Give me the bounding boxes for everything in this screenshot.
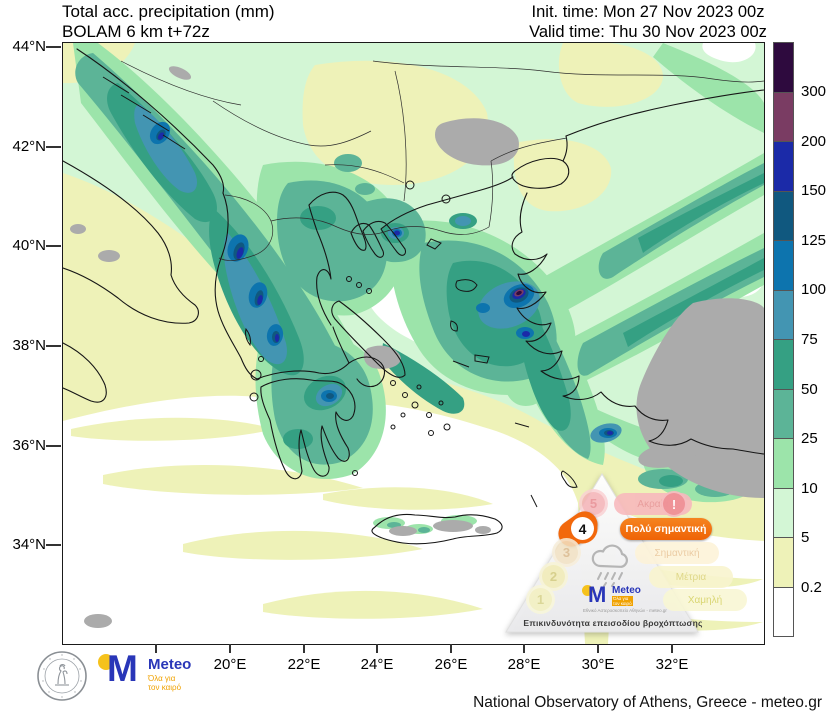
risk-pill-xamili: Χαμηλή [663, 589, 747, 611]
risk-badge-3: 3 [555, 541, 578, 564]
lon-label: 32°E [655, 656, 689, 673]
precipitation-field [63, 43, 764, 644]
colorbar-segment [774, 142, 793, 192]
lon-label: 28°E [507, 656, 541, 673]
colorbar-segment [774, 43, 793, 93]
colorbar-segment [774, 439, 793, 489]
lat-label: 42°N [12, 138, 46, 155]
lat-label: 40°N [12, 237, 46, 254]
map-title-block: Total acc. precipitation (mm) BOLAM 6 km… [62, 2, 275, 42]
lon-tick [229, 644, 232, 653]
meteo-logo-m-icon: M [588, 582, 607, 607]
colorbar-segment [774, 92, 793, 142]
meteo-logo-dot-icon [98, 654, 114, 670]
lat-tick [46, 146, 61, 149]
colorbar-label: 5 [801, 529, 810, 546]
pyramid-caption: Επικινδυνότητα επεισοδίου βροχόπτωσης [523, 618, 703, 628]
colorbar-label: 300 [801, 83, 827, 100]
lon-tick [376, 644, 379, 653]
meteo-logo-small: M Meteo Όλα για τον καιρό Εθνικό Αστεροσκ… [560, 582, 690, 616]
meteo-logo-subtext: Εθνικό Αστεροσκοπείο Αθηνών - meteo.gr [583, 608, 667, 613]
colorbar-segment [774, 538, 793, 588]
lat-label: 34°N [12, 536, 46, 553]
lon-tick [597, 644, 600, 653]
rain-risk-pyramid: Ακραία ! Πολύ σημαντική Σημαντική Μέτρια… [502, 466, 764, 638]
lon-label: 24°E [360, 656, 394, 673]
risk-pill-poly-simantiki: Πολύ σημαντική [620, 518, 712, 540]
rain-cloud-icon [591, 544, 628, 587]
meteo-logo: M Meteo Όλα για τον καιρό [96, 648, 236, 698]
colorbar-label: 50 [801, 381, 818, 398]
colorbar-segment [774, 587, 793, 636]
lat-tick [46, 46, 61, 49]
lon-label: 22°E [287, 656, 321, 673]
colorbar [773, 42, 794, 637]
precipitation-map [62, 42, 765, 645]
attribution: National Observatory of Athens, Greece -… [473, 694, 822, 711]
colorbar-label: 25 [801, 430, 818, 447]
noa-seal-logo [37, 651, 87, 701]
risk-pill-metria: Μέτρια [649, 566, 733, 588]
risk-pill-simantiki: Σημαντική [635, 542, 719, 564]
precipitation-field-svg [63, 43, 764, 644]
lat-tick [46, 445, 61, 448]
time-block: Init. time: Mon 27 Nov 2023 00z Valid ti… [498, 2, 798, 42]
colorbar-segment [774, 488, 793, 538]
valid-time: Valid time: Thu 30 Nov 2023 00z [529, 23, 767, 41]
colorbar-segment [774, 290, 793, 340]
risk-badge-4-active: 4 [571, 517, 594, 540]
meteo-logo-dot-icon [582, 585, 593, 596]
colorbar-label: 100 [801, 281, 827, 298]
risk-badge-1: 1 [529, 588, 552, 611]
colorbar-segment [774, 241, 793, 291]
colorbar-segment [774, 340, 793, 390]
lon-tick [523, 644, 526, 653]
lon-label: 20°E [213, 656, 247, 673]
lat-label: 36°N [12, 437, 46, 454]
map-title: Total acc. precipitation (mm) [62, 2, 275, 21]
colorbar-label: 125 [801, 232, 827, 249]
colorbar-label: 200 [801, 133, 827, 150]
model-subtitle: BOLAM 6 km t+72z [62, 22, 210, 41]
country-borders [120, 60, 764, 261]
lon-label: 26°E [434, 656, 468, 673]
lon-tick [671, 644, 674, 653]
lon-tick [155, 644, 158, 653]
colorbar-label: 150 [801, 182, 827, 199]
colorbar-label: 75 [801, 331, 818, 348]
colorbar-segment [774, 389, 793, 439]
colorbar-segment [774, 191, 793, 241]
colorbar-label: 0.2 [801, 579, 822, 596]
exclamation-icon: ! [663, 493, 685, 515]
lat-label: 44°N [12, 38, 46, 55]
coastlines [63, 48, 764, 545]
lon-tick [450, 644, 453, 653]
meteo-logo-m-icon: M [107, 648, 138, 689]
init-time: Init. time: Mon 27 Nov 2023 00z [531, 3, 765, 21]
lat-tick [46, 345, 61, 348]
lat-tick [46, 544, 61, 547]
risk-badge-5: 5 [582, 492, 605, 515]
risk-badge-2: 2 [542, 565, 565, 588]
lat-label: 38°N [12, 337, 46, 354]
colorbar-label: 10 [801, 480, 818, 497]
lon-tick [303, 644, 306, 653]
lon-label: 30°E [581, 656, 615, 673]
lat-tick [46, 245, 61, 248]
